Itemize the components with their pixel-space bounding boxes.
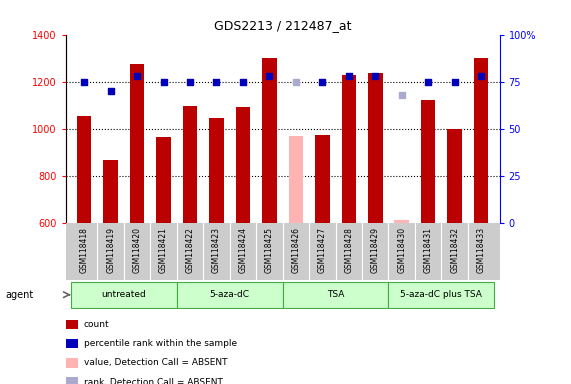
Text: GSM118424: GSM118424 [239, 227, 247, 273]
Bar [288, 136, 303, 223]
Text: GSM118427: GSM118427 [318, 227, 327, 273]
Text: GSM118431: GSM118431 [424, 227, 433, 273]
FancyBboxPatch shape [388, 282, 494, 308]
Text: count: count [84, 320, 110, 329]
Text: GSM118423: GSM118423 [212, 227, 221, 273]
Text: GSM118421: GSM118421 [159, 227, 168, 273]
Point [477, 73, 486, 79]
Bar [209, 118, 224, 223]
Text: GSM118420: GSM118420 [132, 227, 142, 273]
Bar [315, 134, 329, 223]
FancyBboxPatch shape [177, 282, 283, 308]
Text: GSM118432: GSM118432 [450, 227, 459, 273]
Point [79, 79, 89, 85]
Text: GSM118425: GSM118425 [265, 227, 274, 273]
Point [371, 73, 380, 79]
Point [212, 79, 221, 85]
Text: GSM118428: GSM118428 [344, 227, 353, 273]
Text: GSM118433: GSM118433 [477, 227, 485, 273]
Point [450, 79, 459, 85]
FancyBboxPatch shape [71, 282, 177, 308]
Text: GSM118429: GSM118429 [371, 227, 380, 273]
Bar [262, 58, 277, 223]
Text: agent: agent [6, 290, 34, 300]
Bar [368, 73, 383, 223]
FancyBboxPatch shape [283, 282, 388, 308]
Bar [156, 137, 171, 223]
Point [265, 73, 274, 79]
Bar [183, 106, 198, 223]
Text: GSM118418: GSM118418 [80, 227, 89, 273]
Text: rank, Detection Call = ABSENT: rank, Detection Call = ABSENT [84, 377, 223, 384]
Point [397, 92, 407, 98]
Point [238, 79, 247, 85]
Text: GSM118419: GSM118419 [106, 227, 115, 273]
Point [424, 79, 433, 85]
Bar [236, 108, 250, 223]
Bar [130, 64, 144, 223]
Bar [341, 74, 356, 223]
Text: GSM118426: GSM118426 [291, 227, 300, 273]
Text: TSA: TSA [327, 290, 344, 299]
Point [159, 79, 168, 85]
Text: percentile rank within the sample: percentile rank within the sample [84, 339, 237, 348]
Point [291, 79, 300, 85]
Bar [103, 161, 118, 223]
Bar [474, 58, 488, 223]
Bar [447, 129, 462, 223]
Text: 5-aza-dC: 5-aza-dC [210, 290, 250, 299]
Text: 5-aza-dC plus TSA: 5-aza-dC plus TSA [400, 290, 482, 299]
Text: untreated: untreated [102, 290, 146, 299]
Point [106, 88, 115, 94]
Point [344, 73, 353, 79]
Text: GSM118430: GSM118430 [397, 227, 406, 273]
Text: value, Detection Call = ABSENT: value, Detection Call = ABSENT [84, 358, 227, 367]
Point [318, 79, 327, 85]
Point [132, 73, 142, 79]
Bar [395, 220, 409, 223]
Bar [421, 101, 436, 223]
Text: GSM118422: GSM118422 [186, 227, 195, 273]
Bar [77, 116, 91, 223]
Point [186, 79, 195, 85]
Title: GDS2213 / 212487_at: GDS2213 / 212487_at [214, 19, 351, 32]
